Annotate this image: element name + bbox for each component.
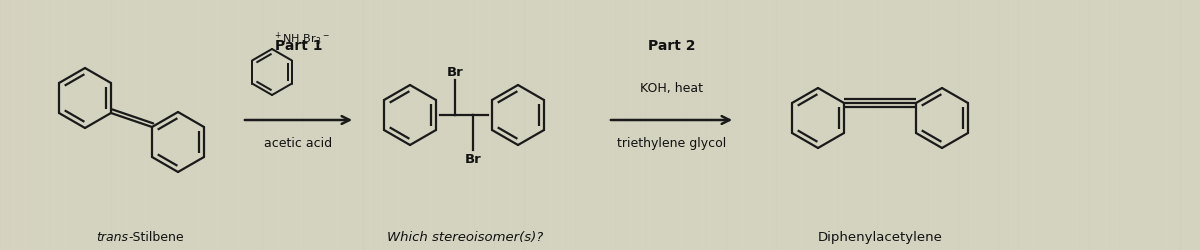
Text: trans: trans	[96, 230, 128, 243]
Text: triethylene glycol: triethylene glycol	[617, 136, 726, 149]
Text: acetic acid: acetic acid	[264, 136, 332, 149]
Text: Which stereoisomer(s)?: Which stereoisomer(s)?	[386, 230, 544, 243]
Text: Part 2: Part 2	[648, 39, 695, 53]
Text: Diphenylacetylene: Diphenylacetylene	[817, 230, 942, 243]
Text: $^+$NH Br$_3$$^-$: $^+$NH Br$_3$$^-$	[274, 31, 330, 48]
Text: -Stilbene: -Stilbene	[128, 230, 184, 243]
Text: Br: Br	[446, 66, 463, 79]
Text: Part 1: Part 1	[275, 39, 323, 53]
Text: KOH, heat: KOH, heat	[640, 82, 703, 94]
Text: Br: Br	[464, 152, 481, 165]
